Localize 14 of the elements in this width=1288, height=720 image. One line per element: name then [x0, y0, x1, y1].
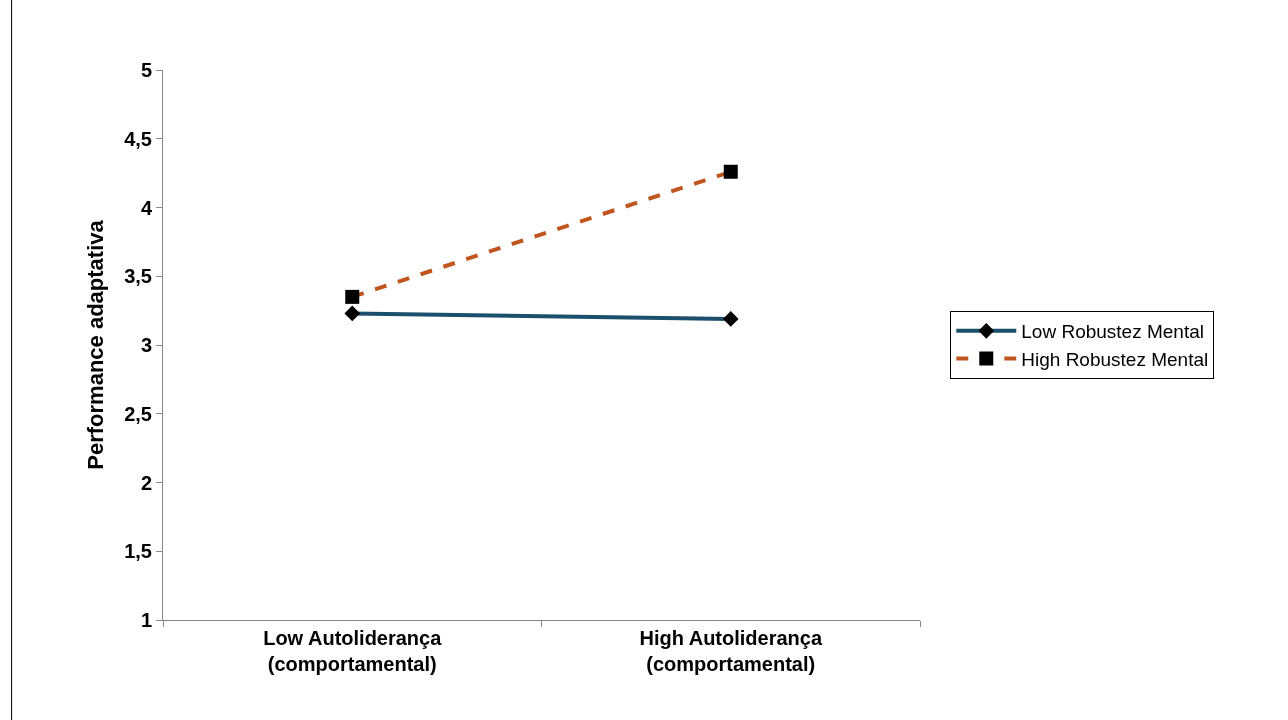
- legend-label: Low Robustez Mental: [1021, 321, 1204, 343]
- y-tick-label: 4,5: [124, 127, 152, 150]
- y-tick-label: 5: [140, 59, 152, 81]
- y-tick-label: 3: [140, 334, 152, 356]
- y-tick-label: 3,5: [124, 265, 152, 288]
- y-tick-label: 2: [140, 471, 152, 494]
- y-tick-label: 1: [140, 609, 152, 631]
- y-tick-label: 1,5: [124, 540, 152, 563]
- y-tick-label: 4: [140, 196, 153, 219]
- y-axis-title: Performance adaptativa: [82, 219, 108, 470]
- y-tick-label: 2,5: [124, 402, 152, 425]
- x-tick-label: Low Autoliderança (comportamental): [263, 627, 443, 675]
- legend-label: High Robustez Mental: [1021, 348, 1209, 370]
- x-tick-label: High Autoliderança (comportamental): [639, 627, 823, 675]
